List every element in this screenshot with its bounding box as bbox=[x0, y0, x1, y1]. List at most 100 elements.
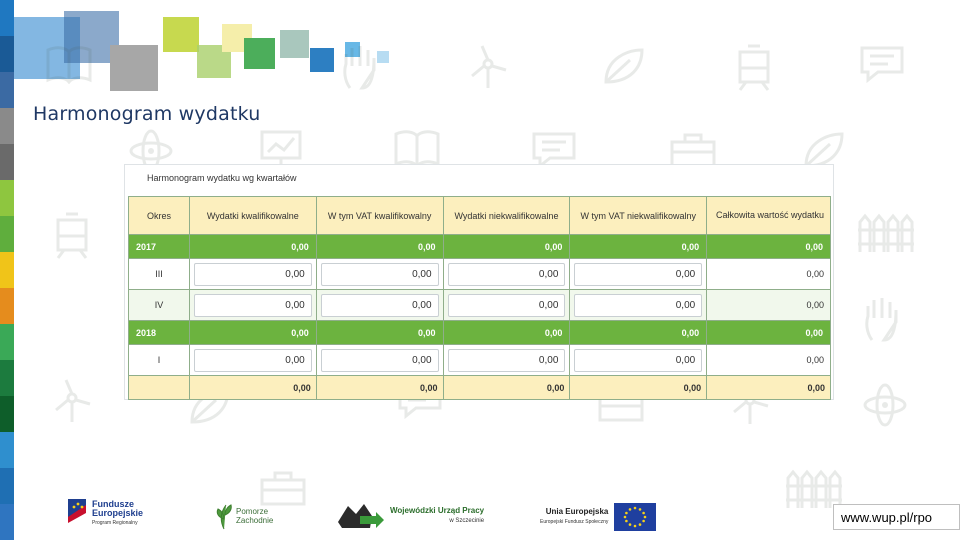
fe-emblem-icon bbox=[68, 499, 86, 529]
chat-icon bbox=[860, 46, 904, 84]
sum-value: 0,00 bbox=[315, 375, 444, 400]
year-value: 0,00 bbox=[188, 320, 317, 345]
column-header-eligible: Wydatki kwalifikowalne bbox=[188, 196, 317, 235]
fence-icon bbox=[786, 469, 842, 508]
atom-icon bbox=[863, 383, 907, 427]
fe-line3: Program Regionalny bbox=[92, 520, 138, 526]
input-cell: 0,00 bbox=[188, 289, 317, 321]
website-url[interactable]: www.wup.pl/rpo bbox=[833, 504, 960, 530]
input-cell: 0,00 bbox=[569, 258, 708, 290]
quarter-total: 0,00 bbox=[706, 344, 831, 376]
input-cell: 0,00 bbox=[442, 289, 571, 321]
input-cell: 0,00 bbox=[569, 289, 708, 321]
pz-line1: Pomorze bbox=[236, 507, 269, 516]
year-row: 2017 0,00 0,00 0,00 0,00 0,00 bbox=[128, 234, 831, 259]
column-header-ineligible-vat: W tym VAT niekwalifikowalny bbox=[569, 196, 708, 235]
year-value: 0,00 bbox=[188, 234, 317, 259]
quarter-total: 0,00 bbox=[706, 289, 831, 321]
column-header-ineligible: Wydatki niekwalifikowalne bbox=[442, 196, 571, 235]
year-value: 0,00 bbox=[315, 320, 444, 345]
book-icon bbox=[46, 46, 92, 84]
left-color-stripe bbox=[0, 0, 14, 540]
wup-emblem-icon bbox=[338, 504, 384, 528]
year-row: 2018 0,00 0,00 0,00 0,00 0,00 bbox=[128, 320, 831, 345]
year-value: 0,00 bbox=[442, 234, 571, 259]
eu-flag-icon bbox=[614, 503, 657, 531]
eligible-vat-input[interactable]: 0,00 bbox=[320, 293, 439, 317]
sum-value: 0,00 bbox=[569, 375, 708, 400]
ue-line2: Europejski Fundusz Społeczny bbox=[540, 519, 609, 525]
schedule-panel: Harmonogram wydatku wg kwartałów Okres W… bbox=[124, 164, 834, 400]
panel-title: Harmonogram wydatku wg kwartałów bbox=[147, 173, 297, 183]
column-header-okres: Okres bbox=[128, 196, 190, 235]
slide-title: Harmonogram wydatku bbox=[33, 103, 261, 125]
quarter-total: 0,00 bbox=[706, 258, 831, 290]
eligible-vat-input[interactable]: 0,00 bbox=[320, 262, 439, 286]
input-cell: 0,00 bbox=[188, 344, 317, 376]
leaf-icon bbox=[604, 48, 644, 84]
year-label: 2017 bbox=[128, 234, 190, 259]
sum-value: 0,00 bbox=[442, 375, 571, 400]
sum-label-cell bbox=[128, 375, 190, 400]
sum-total: 0,00 bbox=[706, 375, 831, 400]
leaf-icon bbox=[804, 132, 844, 168]
input-cell: 0,00 bbox=[442, 344, 571, 376]
hand-icon bbox=[343, 46, 376, 90]
quarter-row: I 0,00 0,00 0,00 0,00 0,00 bbox=[128, 344, 831, 376]
column-header-eligible-vat: W tym VAT kwalifikowalny bbox=[315, 196, 444, 235]
input-cell: 0,00 bbox=[315, 289, 444, 321]
quarter-label: I bbox=[128, 344, 190, 376]
wup-line1: Wojewódzki Urząd Pracy bbox=[390, 506, 485, 515]
sum-value: 0,00 bbox=[188, 375, 317, 400]
windmill-icon bbox=[471, 45, 507, 88]
ineligible-input[interactable]: 0,00 bbox=[447, 262, 566, 286]
eligible-input[interactable]: 0,00 bbox=[193, 293, 312, 317]
sum-row: 0,00 0,00 0,00 0,00 0,00 bbox=[128, 375, 831, 400]
input-cell: 0,00 bbox=[442, 258, 571, 290]
ineligible-vat-input[interactable]: 0,00 bbox=[574, 293, 703, 317]
quarter-row: IV 0,00 0,00 0,00 0,00 0,00 bbox=[128, 289, 831, 321]
fence-icon bbox=[858, 213, 914, 252]
quarter-label: IV bbox=[128, 289, 190, 321]
windmill-icon bbox=[55, 379, 91, 422]
year-label: 2018 bbox=[128, 320, 190, 345]
hand-icon bbox=[865, 298, 898, 342]
year-total: 0,00 bbox=[706, 234, 831, 259]
year-value: 0,00 bbox=[315, 234, 444, 259]
input-cell: 0,00 bbox=[315, 258, 444, 290]
quarter-label: III bbox=[128, 258, 190, 290]
tram-icon bbox=[56, 212, 88, 259]
pz-line2: Zachodnie bbox=[236, 516, 274, 525]
wup-line2: w Szczecinie bbox=[449, 518, 485, 524]
quarter-row: III 0,00 0,00 0,00 0,00 0,00 bbox=[128, 258, 831, 290]
year-total: 0,00 bbox=[706, 320, 831, 345]
ineligible-vat-input[interactable]: 0,00 bbox=[574, 262, 703, 286]
briefcase-icon bbox=[260, 471, 306, 506]
logo-fundusze-europejskie: Fundusze Europejskie Program Regionalny bbox=[66, 496, 143, 532]
logo-pomorze-zachodnie: Pomorze Zachodnie bbox=[214, 500, 273, 532]
input-cell: 0,00 bbox=[315, 344, 444, 376]
ineligible-input[interactable]: 0,00 bbox=[447, 293, 566, 317]
book-icon bbox=[394, 130, 440, 168]
ue-line1: Unia Europejska bbox=[545, 507, 609, 516]
expense-schedule-table: Okres Wydatki kwalifikowalne W tym VAT k… bbox=[128, 196, 831, 400]
logo-unia-europejska: Unia Europejska Europejski Fundusz Społe… bbox=[540, 502, 657, 532]
column-header-total: Całkowita wartość wydatku bbox=[706, 196, 831, 235]
input-cell: 0,00 bbox=[569, 344, 708, 376]
year-value: 0,00 bbox=[569, 320, 708, 345]
tram-icon bbox=[738, 44, 770, 91]
fe-line2: Europejskie bbox=[92, 508, 144, 518]
eligible-input[interactable]: 0,00 bbox=[193, 348, 312, 372]
eligible-vat-input[interactable]: 0,00 bbox=[320, 348, 439, 372]
year-value: 0,00 bbox=[442, 320, 571, 345]
input-cell: 0,00 bbox=[188, 258, 317, 290]
ineligible-vat-input[interactable]: 0,00 bbox=[574, 348, 703, 372]
leaf-sprout-icon bbox=[216, 504, 232, 530]
fe-line1: Fundusze bbox=[92, 499, 134, 509]
table-header-row: Okres Wydatki kwalifikowalne W tym VAT k… bbox=[128, 196, 831, 235]
ineligible-input[interactable]: 0,00 bbox=[447, 348, 566, 372]
year-value: 0,00 bbox=[569, 234, 708, 259]
chat-icon bbox=[532, 132, 576, 170]
logo-wup: Wojewódzki Urząd Pracy w Szczecinie bbox=[336, 500, 484, 532]
eligible-input[interactable]: 0,00 bbox=[193, 262, 312, 286]
